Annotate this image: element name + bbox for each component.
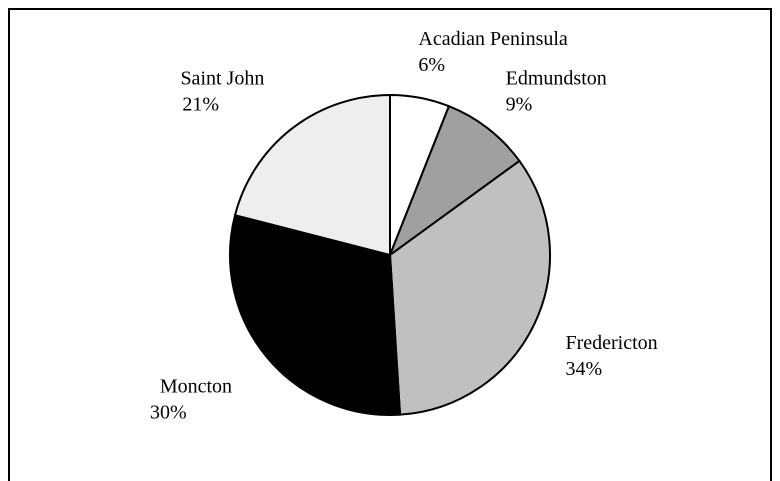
slice-value-label: 21% <box>182 94 219 116</box>
slice-value-label: 9% <box>506 94 533 116</box>
slice-label: Acadian Peninsula <box>418 28 568 50</box>
slice-value-label: 6% <box>418 54 445 76</box>
pie-slice <box>229 213 402 416</box>
pie-slice <box>387 104 521 258</box>
slice-label: Moncton <box>160 375 232 397</box>
slice-label: Saint John <box>180 68 264 90</box>
slice-value-label: 34% <box>565 358 602 380</box>
frame <box>8 8 772 481</box>
slice-value-label: 30% <box>150 401 187 423</box>
slice-label: Fredericton <box>565 332 657 354</box>
pie-slice <box>388 159 551 416</box>
pie-slice <box>233 93 391 257</box>
slice-label: Edmundston <box>506 68 607 90</box>
